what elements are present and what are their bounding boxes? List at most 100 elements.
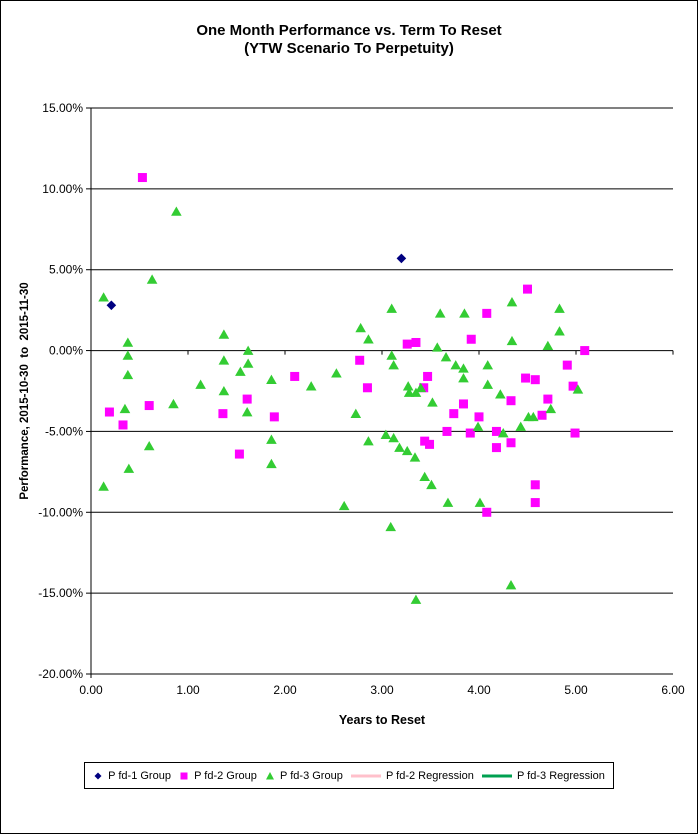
point-p-fd-2-group <box>218 409 228 419</box>
x-tick-label: 4.00 <box>467 683 491 697</box>
point-p-fd-3-group <box>554 303 565 313</box>
point-p-fd-3-group <box>123 463 135 473</box>
point-p-fd-3-group <box>419 471 430 482</box>
point-p-fd-2-group <box>580 346 590 356</box>
legend-label-p-fd-3-group: P fd-3 Group <box>280 769 343 782</box>
point-p-fd-2-group <box>442 426 452 436</box>
point-p-fd-2-group <box>521 373 531 383</box>
point-p-fd-3-group <box>442 497 454 507</box>
y-tick-label: 10.00% <box>42 182 83 196</box>
point-p-fd-3-group <box>218 386 230 396</box>
point-p-fd-3-group <box>458 363 469 373</box>
point-p-fd-3-group <box>495 389 506 399</box>
point-p-fd-3-group <box>242 358 254 368</box>
point-p-fd-3-group <box>242 345 254 355</box>
legend-item-p-fd-3-group: P fd-3 Group <box>265 770 343 782</box>
point-p-fd-3-group <box>386 350 397 360</box>
p-fd-1-group-marker-icon <box>94 772 102 779</box>
x-tick-label: 6.00 <box>661 683 685 697</box>
point-p-fd-3-group <box>506 335 518 346</box>
point-p-fd-3-group <box>98 481 109 491</box>
y-tick-label: -15.00% <box>38 586 83 600</box>
point-p-fd-3-group <box>266 434 277 444</box>
point-p-fd-3-group <box>506 297 518 307</box>
point-p-fd-3-group <box>171 206 182 216</box>
legend: P fd-1 Group P fd-2 Group P fd-3 Group P fd… <box>84 762 614 789</box>
point-p-fd-2-group <box>465 428 475 438</box>
x-tick-label: 5.00 <box>564 683 588 697</box>
point-p-fd-2-group <box>466 334 476 344</box>
point-p-fd-3-group <box>431 342 443 352</box>
point-p-fd-2-group <box>290 371 300 381</box>
point-p-fd-3-group <box>218 329 230 339</box>
point-p-fd-3-group <box>235 366 246 376</box>
point-p-fd-3-group <box>195 379 206 389</box>
y-tick-label: -10.00% <box>38 505 83 519</box>
point-p-fd-2-group <box>419 383 429 393</box>
point-p-fd-2-group <box>491 426 501 436</box>
point-p-fd-3-group <box>515 421 527 431</box>
point-p-fd-2-group <box>523 284 532 294</box>
point-p-fd-3-group <box>409 452 421 462</box>
legend-label-p-fd-1-group: P fd-1 Group <box>108 769 171 782</box>
point-p-fd-2-group <box>104 407 114 417</box>
point-p-fd-3-group <box>528 411 539 422</box>
legend-item-p-fd-3-regression: P fd-3 Regression <box>481 769 605 782</box>
point-p-fd-1-group <box>396 253 407 264</box>
point-p-fd-3-group <box>450 360 462 370</box>
point-p-fd-3-group <box>458 373 469 383</box>
chart-title: One Month Performance vs. Term To Reset … <box>1 22 697 58</box>
point-p-fd-3-group <box>545 403 557 414</box>
point-p-fd-3-group <box>350 408 362 418</box>
p-fd-2-regression-marker-icon <box>350 774 381 777</box>
point-p-fd-3-group <box>305 381 317 391</box>
legend-item-p-fd-1-group: P fd-1 Group <box>93 770 171 782</box>
x-tick-label: 2.00 <box>273 683 297 697</box>
point-p-fd-2-group <box>137 173 147 183</box>
point-p-fd-3-group <box>168 398 179 409</box>
point-p-fd-3-group <box>331 368 342 378</box>
point-p-fd-3-group <box>363 436 374 446</box>
point-p-fd-2-group <box>482 308 492 318</box>
chart-title-line2: (YTW Scenario To Perpetuity) <box>244 40 454 57</box>
point-p-fd-3-group <box>440 352 452 362</box>
point-p-fd-2-group <box>242 394 252 404</box>
point-p-fd-3-group <box>572 384 584 394</box>
x-tick-label: 0.00 <box>79 683 103 697</box>
point-p-fd-3-group <box>218 355 230 365</box>
legend-label-p-fd-2-regression: P fd-2 Regression <box>385 769 474 782</box>
point-p-fd-2-group <box>530 480 540 490</box>
point-p-fd-3-group <box>266 458 277 469</box>
point-p-fd-3-group <box>386 303 397 313</box>
legend-label-p-fd-3-regression: P fd-3 Regression <box>516 769 605 782</box>
point-p-fd-2-group <box>362 383 372 393</box>
point-p-fd-3-group <box>143 440 155 451</box>
y-tick-label: 5.00% <box>49 263 83 277</box>
point-p-fd-1-group <box>106 300 117 311</box>
x-tick-label: 1.00 <box>176 683 200 697</box>
point-p-fd-2-group <box>144 401 154 411</box>
point-p-fd-3-group <box>415 382 427 393</box>
point-p-fd-3-group <box>380 429 392 439</box>
point-p-fd-2-group <box>570 428 580 438</box>
point-p-fd-2-group <box>402 339 412 349</box>
point-p-fd-3-group <box>410 594 422 604</box>
y-tick-label: 15.00% <box>42 101 83 115</box>
point-p-fd-3-group <box>388 432 399 443</box>
point-p-fd-2-group <box>425 439 435 449</box>
point-p-fd-3-group <box>338 500 350 511</box>
point-p-fd-3-group <box>410 387 422 397</box>
point-p-fd-3-group <box>363 334 374 344</box>
point-p-fd-3-group <box>402 381 414 391</box>
point-p-fd-3-group <box>474 497 486 507</box>
point-p-fd-3-group <box>385 521 397 532</box>
y-tick-label: 0.00% <box>49 344 83 358</box>
point-p-fd-3-group <box>122 369 134 380</box>
point-p-fd-2-group <box>458 399 468 409</box>
point-p-fd-3-group <box>266 374 277 384</box>
legend-item-p-fd-2-group: P fd-2 Group <box>179 770 257 782</box>
point-p-fd-2-group <box>420 436 430 446</box>
point-p-fd-3-group <box>427 397 438 407</box>
